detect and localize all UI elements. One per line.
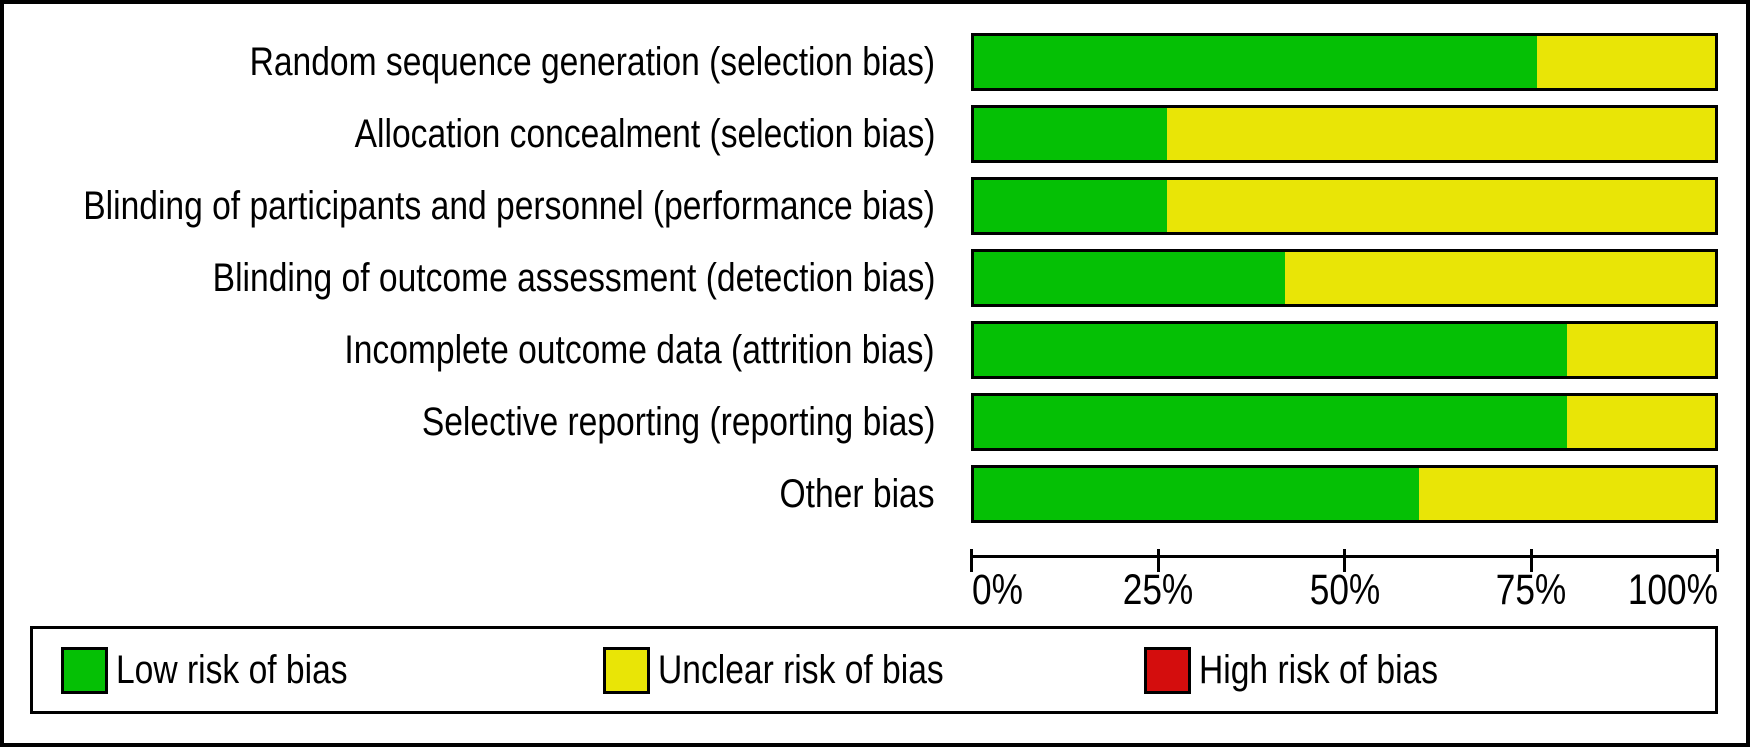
bar-segment-low (974, 108, 1167, 160)
x-axis-tick-label: 0% (971, 566, 1023, 614)
x-axis-tick-label: 100% (1627, 566, 1718, 614)
category-label: Random sequence generation (selection bi… (249, 40, 935, 84)
bar-segment-low (974, 324, 1567, 376)
bar-segment-low (974, 396, 1567, 448)
stacked-bar (971, 465, 1718, 523)
bar-segment-low (974, 252, 1286, 304)
legend-entry-low: Low risk of bias (61, 629, 392, 711)
legend-box: Low risk of bias Unclear risk of bias Hi… (30, 626, 1718, 714)
bar-segment-unclear (1418, 468, 1715, 520)
bar-segment-unclear (1566, 396, 1715, 448)
x-axis-tick (1529, 549, 1533, 572)
chart-row: Blinding of outcome assessment (detectio… (0, 249, 1750, 307)
bar-segment-unclear (1166, 180, 1715, 232)
x-axis-tick (1716, 549, 1719, 572)
legend-label-low: Low risk of bias (116, 648, 348, 692)
chart-row: Blinding of participants and personnel (… (0, 177, 1750, 235)
low-risk-swatch (61, 646, 108, 694)
stacked-bar (971, 105, 1718, 163)
bar-segment-unclear (1566, 324, 1715, 376)
bar-segment-low (974, 468, 1419, 520)
chart-row: Incomplete outcome data (attrition bias) (0, 321, 1750, 379)
chart-row: Allocation concealment (selection bias) (0, 105, 1750, 163)
x-axis-tick (1343, 549, 1346, 572)
stacked-bar (971, 33, 1718, 91)
legend-entry-unclear: Unclear risk of bias (603, 629, 998, 711)
legend-label-high: High risk of bias (1199, 648, 1439, 692)
chart-row: Other bias (0, 465, 1750, 523)
x-axis-tick-label: 75% (1495, 566, 1567, 614)
stacked-bar (971, 393, 1718, 451)
bar-segment-low (974, 36, 1538, 88)
stacked-bar (971, 321, 1718, 379)
legend-entry-high: High risk of bias (1144, 629, 1484, 711)
x-axis-tick (970, 549, 973, 572)
bar-segment-unclear (1285, 252, 1715, 304)
bar-segment-low (974, 180, 1167, 232)
x-axis-tick-label: 25% (1122, 566, 1194, 614)
high-risk-swatch (1144, 646, 1191, 694)
category-label: Blinding of participants and personnel (… (83, 184, 935, 228)
category-label: Selective reporting (reporting bias) (421, 400, 935, 444)
unclear-risk-swatch (603, 646, 650, 694)
category-label: Allocation concealment (selection bias) (354, 112, 935, 156)
category-label: Incomplete outcome data (attrition bias) (344, 328, 935, 372)
chart-row: Selective reporting (reporting bias) (0, 393, 1750, 451)
x-axis-tick-label: 50% (1309, 566, 1380, 614)
category-label: Blinding of outcome assessment (detectio… (212, 256, 935, 300)
stacked-bar (971, 249, 1718, 307)
stacked-bar (971, 177, 1718, 235)
category-label: Other bias (779, 472, 935, 516)
legend-label-unclear: Unclear risk of bias (658, 648, 944, 692)
bar-segment-unclear (1166, 108, 1715, 160)
x-axis-tick (1156, 549, 1160, 572)
bar-segment-unclear (1537, 36, 1715, 88)
chart-row: Random sequence generation (selection bi… (0, 33, 1750, 91)
